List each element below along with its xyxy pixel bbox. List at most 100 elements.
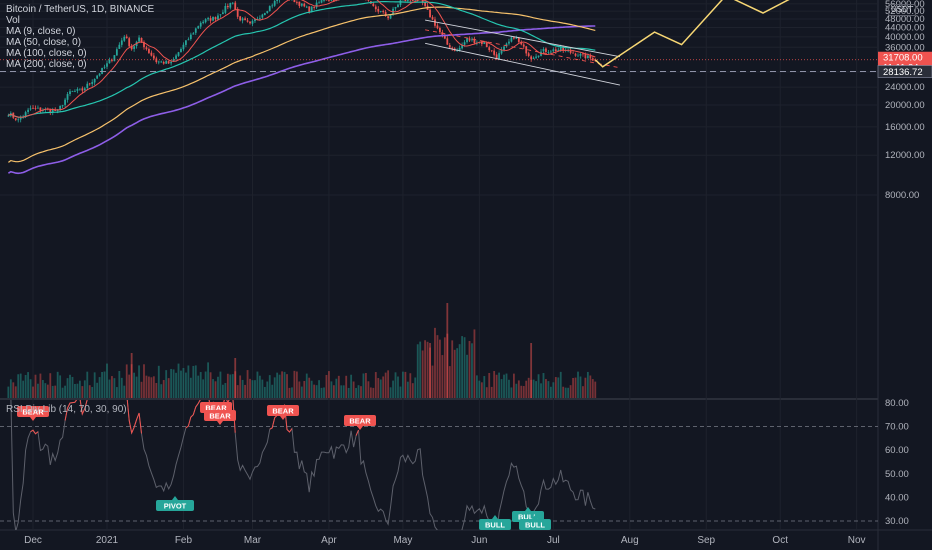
candle	[411, 0, 414, 2]
candle	[101, 67, 103, 74]
candle	[177, 52, 180, 56]
volume-bar	[44, 383, 47, 398]
candle	[49, 109, 52, 113]
candle	[480, 41, 483, 45]
candle	[473, 39, 476, 44]
candle	[505, 43, 508, 47]
volume-bar	[283, 371, 286, 398]
candle	[303, 3, 306, 7]
time-axis-label: Feb	[175, 535, 193, 546]
price-axis-label: 52000.00	[885, 6, 925, 17]
volume-bar	[182, 368, 185, 398]
volume-bar	[369, 387, 372, 398]
volume-bar	[591, 379, 594, 398]
candle	[406, 0, 409, 1]
candle	[549, 51, 552, 53]
volume-bar	[350, 374, 353, 398]
volume-bar	[212, 379, 214, 398]
candle	[559, 47, 562, 50]
volume-bar	[446, 303, 449, 398]
support-price-label: 28136.72	[883, 67, 923, 78]
volume-bar	[313, 384, 316, 398]
volume-bar	[19, 373, 22, 398]
time-axis-label: Apr	[321, 535, 337, 546]
candle	[140, 37, 143, 43]
vol-legend[interactable]: Vol	[6, 15, 20, 26]
symbol-title[interactable]: Bitcoin / TetherUS, 1D, BINANCE	[6, 4, 155, 15]
price-axis-label: 24000.00	[885, 82, 925, 93]
volume-bar	[143, 364, 145, 398]
volume-bar	[387, 370, 390, 398]
volume-bar	[155, 383, 158, 398]
volume-bar	[219, 371, 222, 398]
rsi-line	[10, 400, 596, 530]
rsi-legend[interactable]: RSI Div Lib (14, 70, 30, 90)	[6, 404, 127, 415]
volume-bar	[241, 379, 244, 398]
volume-bar	[231, 374, 234, 398]
candle	[27, 109, 29, 112]
rsi-axis-label: 70.00	[885, 422, 909, 433]
ma100-legend[interactable]: MA (100, close, 0)	[6, 48, 87, 59]
ma50-legend[interactable]: MA (50, close, 0)	[6, 37, 82, 48]
volume-bar	[246, 370, 249, 398]
volume-bar	[24, 375, 27, 398]
ma200-legend[interactable]: MA (200, close, 0)	[6, 59, 87, 70]
volume-bar	[402, 371, 404, 398]
volume-bar	[261, 379, 264, 398]
volume-bar	[352, 381, 355, 398]
volume-bar	[379, 379, 382, 398]
volume-bar	[111, 376, 113, 398]
volume-bar	[355, 387, 357, 398]
candle	[111, 59, 113, 61]
candle	[202, 21, 205, 24]
candle	[236, 8, 239, 17]
candle	[266, 11, 269, 14]
candle	[552, 49, 555, 52]
volume-bar	[150, 377, 153, 398]
volume-bar	[300, 386, 303, 398]
candle	[157, 61, 160, 63]
candle	[54, 109, 57, 111]
volume-bar	[291, 387, 293, 398]
candle	[424, 2, 427, 6]
candle	[219, 14, 222, 16]
candle	[328, 0, 330, 1]
candle	[66, 94, 69, 100]
candle	[204, 19, 207, 23]
currency-badge[interactable]: USDT	[888, 4, 916, 16]
candle	[441, 32, 444, 36]
forecast-path	[594, 0, 790, 68]
candle	[96, 75, 99, 79]
volume-bar	[357, 385, 360, 398]
candle	[332, 0, 335, 1]
rsi-axis-label: 60.00	[885, 445, 909, 456]
candle	[493, 50, 496, 55]
volume-bar	[495, 374, 498, 398]
candle	[372, 3, 375, 7]
price-axis-label: 8000.00	[885, 190, 919, 201]
volume-bar	[557, 377, 560, 398]
time-axis-label: Sep	[697, 535, 715, 546]
candle	[537, 55, 540, 57]
ma9-legend[interactable]: MA (9, close, 0)	[6, 26, 76, 37]
candle	[527, 53, 530, 56]
volume-bar	[562, 386, 565, 398]
volume-bar	[61, 387, 64, 398]
volume-bar	[525, 380, 528, 398]
volume-bar	[310, 380, 313, 398]
volume-bar	[468, 340, 471, 398]
volume-bar	[263, 386, 266, 398]
candle	[263, 13, 266, 16]
candle	[51, 109, 54, 113]
candle	[377, 8, 380, 12]
candle	[485, 42, 488, 47]
volume-bar	[572, 377, 574, 398]
candle	[98, 73, 101, 76]
volume-bar	[439, 339, 441, 398]
volume-bar	[37, 383, 39, 398]
candle	[19, 117, 22, 120]
signal-text: BEAR	[205, 404, 227, 413]
